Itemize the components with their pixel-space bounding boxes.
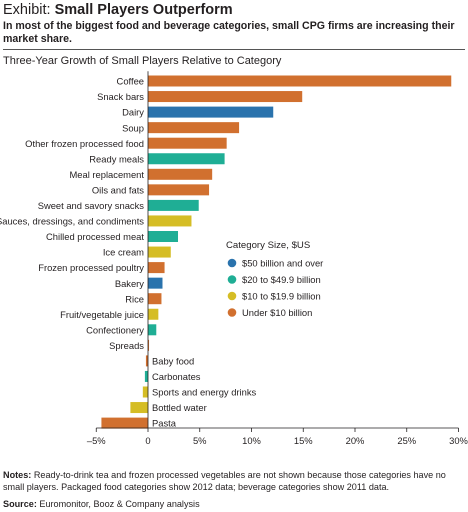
category-label-oils-and-fats: Oils and fats [92,184,144,195]
x-tick-label: 25% [397,435,416,446]
bar-bakery [148,277,163,289]
source-text: Euromonitor, Booz & Company analysis [36,499,200,509]
category-label-chilled-processed-meat: Chilled processed meat [46,231,144,242]
category-label-meal-replacement: Meal replacement [69,169,144,180]
bar-spreads [148,339,150,351]
bar-snack-bars [148,91,303,103]
category-label-group: Coffee Snack bars Dairy Soup Other frozen pr… [0,76,257,429]
legend-item-label: Under $10 billion [242,307,312,318]
category-label-fruit-vegetable-juice: Fruit/vegetable juice [60,309,144,320]
x-tick-label: 0 [145,435,150,446]
category-label-carbonates: Carbonates [152,371,201,382]
category-label-dairy: Dairy [122,107,144,118]
exhibit-title: Exhibit: Small Players Outperform [3,2,233,19]
category-label-ready-meals: Ready meals [89,153,144,164]
legend-item-label: $10 to $19.9 billion [242,290,321,301]
category-label-rice: Rice [125,293,144,304]
legend-title: Category Size, $US [226,240,310,251]
exhibit-subtitle: In most of the biggest food and beverage… [3,20,455,45]
bar-other-frozen-processed-food [148,137,227,149]
exhibit-title-main: Small Players Outperform [54,2,233,18]
legend: Category Size, $US $50 billion and over $2… [226,240,323,318]
bar-sweet-and-savory-snacks [148,199,199,211]
legend-item-label: $50 billion and over [242,257,323,268]
bar-fruit-vegetable-juice [148,308,159,320]
bar-frozen-processed-poultry [148,262,165,274]
category-label-bottled-water: Bottled water [152,402,207,413]
legend-swatch [227,308,237,317]
x-tick-label: 10% [242,435,261,446]
bar-pasta [101,417,148,429]
bar-chilled-processed-meat [148,231,179,242]
legend-swatch [227,258,237,268]
chart-title: Three-Year Growth of Small Players Relat… [3,55,282,67]
category-label-sports-and-energy-drinks: Sports and energy drinks [152,387,257,398]
category-label-confectionery: Confectionery [86,324,144,335]
bar-coffee [148,75,452,87]
bar-carbonates [144,370,148,382]
bar-group [101,75,452,429]
category-label-baby-food: Baby food [152,356,194,367]
category-label-sweet-and-savory-snacks: Sweet and savory snacks [38,200,145,211]
bar-confectionery [148,324,157,336]
bar-sauces-dressings-and-condiments [148,215,192,227]
bar-ice-cream [148,246,171,258]
title-divider [3,49,465,50]
category-label-pasta: Pasta [152,418,177,429]
legend-swatch [227,291,237,301]
category-label-soup: Soup [122,122,144,133]
chart-source: Source: Euromonitor, Booz & Company anal… [3,499,200,510]
bar-meal-replacement [148,168,213,180]
category-label-coffee: Coffee [117,76,144,87]
notes-label: Notes: [3,470,32,480]
category-label-ice-cream: Ice cream [103,247,144,258]
bar-oils-and-fats [148,184,210,196]
bar-bottled-water [130,402,148,414]
legend-swatch [227,275,237,284]
bar-baby-food [145,355,148,367]
notes-text: Ready-to-drink tea and frozen processed … [3,470,446,492]
x-tick-label: 30% [449,435,468,446]
category-label-spreads: Spreads [109,340,144,351]
bar-ready-meals [148,153,225,165]
bar-soup [148,122,240,134]
chart-notes: Notes: Ready-to-drink tea and frozen pro… [3,470,465,493]
bar-rice [148,293,162,305]
bar-dairy [148,106,274,118]
legend-item-label: $20 to $49.9 billion [242,274,321,285]
exhibit-title-lead: Exhibit: [3,2,55,18]
x-tick-label: –5% [87,435,106,446]
x-tick-label: 15% [294,435,313,446]
category-label-sauces-dressings-and-condiments: Sauces, dressings, and condiments [0,216,144,227]
bar-sports-and-energy-drinks [142,386,148,398]
category-label-other-frozen-processed-food: Other frozen processed food [25,138,144,149]
x-axis: –5% 0 5% 10% 15% 20% 25% 30% [87,71,468,446]
source-label: Source: [3,499,37,509]
x-tick-label: 5% [193,435,207,446]
category-label-frozen-processed-poultry: Frozen processed poultry [38,262,144,273]
category-label-snack-bars: Snack bars [97,91,144,102]
category-label-bakery: Bakery [115,278,144,289]
x-tick-label: 20% [346,435,365,446]
